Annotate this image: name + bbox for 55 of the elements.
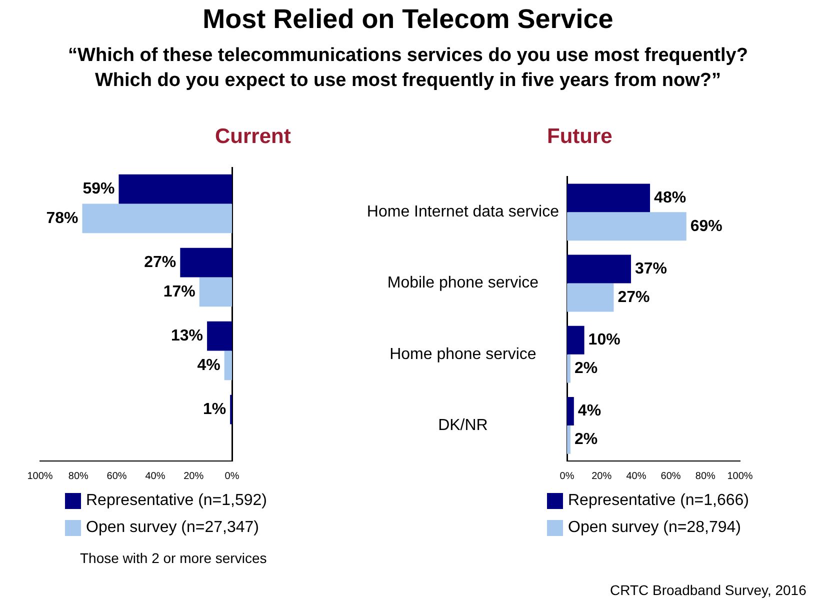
data-label: 48% [654, 189, 686, 206]
text: Most Relied on Telecom Service [202, 4, 614, 35]
x-tick-label: 0% [560, 470, 574, 482]
legend-label: Representative (n=1,592) [86, 492, 267, 510]
chart-title: Future [547, 125, 612, 149]
x-tick-label: 100% [727, 470, 753, 482]
bar [567, 184, 650, 212]
data-label: 2% [574, 431, 598, 448]
bar [567, 326, 584, 354]
bar [567, 354, 570, 383]
bar [180, 248, 232, 278]
data-label: 27% [618, 288, 650, 306]
data-label: 78% [46, 210, 78, 227]
data-label: 4% [197, 356, 220, 374]
data-label: 13% [171, 327, 204, 344]
y-tick-label: Mobile phone service [387, 274, 539, 292]
x-tick-label: 40% [145, 470, 166, 482]
x-tick-label: 60% [106, 470, 127, 482]
data-label: 4% [578, 402, 602, 420]
x-tick-label: 80% [68, 470, 89, 482]
data-label: 27% [144, 254, 176, 271]
data-label: 37% [635, 260, 668, 278]
data-label: 2% [574, 360, 598, 377]
text: Those with 2 or more services [80, 550, 267, 566]
legend-label: Representative (n=1,666) [568, 492, 749, 510]
x-tick-label: 20% [184, 470, 204, 482]
data-label: 1% [202, 400, 226, 418]
bar [567, 397, 574, 426]
x-tick-label: 80% [695, 470, 716, 482]
bar [567, 254, 632, 284]
data-label: 10% [588, 332, 620, 349]
x-tick-label: 0% [224, 470, 240, 482]
chart-title: Current [215, 125, 291, 149]
data-label: 59% [82, 180, 115, 198]
x-tick-label: 100% [27, 470, 53, 482]
y-tick-label: Home Internet data service [366, 204, 560, 221]
text: “Which of these telecommunications services do you use most frequently? Which do you expect to use most frequently in five years from now?” [67, 44, 749, 93]
bar [567, 212, 686, 241]
x-tick-label: 60% [660, 470, 681, 482]
bar [224, 350, 232, 380]
bar [118, 174, 232, 204]
x-tick-label: 40% [626, 470, 646, 482]
legend-label: Open survey (n=28,794) [568, 518, 741, 536]
bar [199, 277, 232, 307]
bar [567, 283, 614, 312]
bar [207, 321, 232, 351]
x-tick-label: 20% [592, 470, 612, 482]
data-label: 17% [163, 283, 196, 300]
y-tick-label: Home phone service [390, 346, 536, 363]
bar [82, 204, 232, 234]
text: CRTC Broadband Survey, 2016 [610, 582, 806, 598]
bar [567, 425, 570, 454]
data-label: 69% [690, 218, 722, 235]
legend-label: Open survey (n=27,347) [86, 518, 259, 536]
y-tick-label: DK/NR [438, 416, 488, 434]
